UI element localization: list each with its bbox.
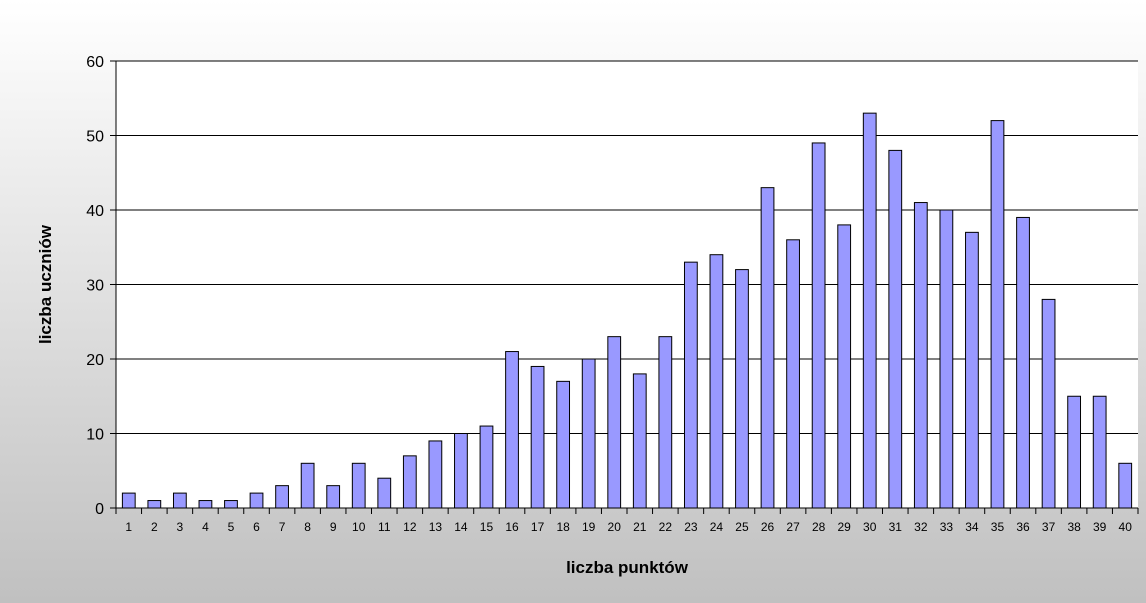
bars [121,112,1133,509]
x-tick-labels: 1 2 3 4 5 6 7 8 9 10 11 12 13 14 15 16 17 18 19 20 21 22 23 24 2… [125,520,1132,534]
x-tick-label: 36 [1016,520,1030,534]
bar [760,187,775,509]
bar [198,500,213,509]
x-tick-label: 22 [659,520,673,534]
x-tick-label: 2 [151,520,158,534]
y-tick-label: 10 [86,427,104,444]
bar [121,492,136,509]
x-tick-label: 35 [991,520,1005,534]
bar [351,462,366,509]
x-tick-label: 3 [177,520,184,534]
bar [990,120,1005,509]
y-tick-labels: 0 10 20 30 40 50 60 [86,54,104,518]
x-tick-label: 34 [965,520,979,534]
x-tick-label: 17 [531,520,545,534]
x-tick-label: 25 [735,520,749,534]
x-tick-label: 26 [761,520,775,534]
bar [683,261,698,509]
bar [1041,298,1056,509]
y-axis-title: liczba uczniów [36,224,55,344]
bar [786,239,800,509]
bar [939,209,954,509]
x-tick-label: 24 [710,520,724,534]
bar [454,433,468,509]
bar [556,380,571,509]
x-tick-label: 1 [125,520,132,534]
bar [965,231,979,509]
x-tick-label: 40 [1119,520,1133,534]
y-tick-label: 0 [95,501,104,518]
x-tick-label: 11 [378,520,391,534]
x-tick-label: 39 [1093,520,1107,534]
x-tick-label: 27 [786,520,800,534]
bar [300,462,315,509]
bar [581,358,596,509]
bar [862,112,877,509]
y-tick-label: 40 [86,203,104,220]
y-tick-label: 30 [86,278,104,295]
x-tick-label: 6 [253,520,260,534]
bar [147,500,162,509]
x-tick-label: 5 [228,520,235,534]
x-tick-label: 21 [633,520,647,534]
x-tick-label: 38 [1067,520,1081,534]
x-tick-label: 10 [352,520,366,534]
bar [1118,462,1133,509]
bar [530,365,545,509]
bar [224,500,238,509]
x-tick-label: 15 [480,520,494,534]
bar [888,149,903,509]
bar [913,202,928,509]
bar [249,492,264,509]
x-tick-label: 16 [505,520,519,534]
x-tick-label: 7 [279,520,286,534]
x-tick-label: 32 [914,520,928,534]
x-tick-label: 28 [812,520,826,534]
bar [505,351,519,509]
bar [735,269,749,509]
bar [402,455,417,509]
bar [275,485,289,509]
x-tick-label: 23 [684,520,698,534]
bar [607,336,622,509]
bar [1092,395,1107,509]
axes [110,60,1139,514]
x-tick-label: 19 [582,520,596,534]
bar [811,142,826,509]
bar [428,440,443,509]
x-tick-label: 9 [330,520,337,534]
bar [658,336,673,509]
x-tick-label: 29 [837,520,851,534]
bar [377,477,392,509]
x-tick-label: 33 [940,520,954,534]
x-tick-label: 31 [889,520,903,534]
bar [709,254,724,509]
y-tick-label: 20 [86,352,104,369]
x-axis-title: liczba punktów [566,558,689,577]
bar [632,373,647,509]
bar [1067,395,1082,509]
x-tick-label: 8 [304,520,311,534]
x-tick-label: 13 [429,520,443,534]
x-tick-label: 20 [608,520,622,534]
x-tick-label: 12 [403,520,417,534]
y-tick-label: 60 [86,54,104,71]
y-tick-label: 50 [86,129,104,146]
x-tick-label: 14 [454,520,468,534]
x-tick-label: 37 [1042,520,1056,534]
x-tick-label: 4 [202,520,209,534]
bar [1016,216,1030,509]
bar [326,485,341,509]
bar [172,492,187,509]
x-tick-label: 18 [556,520,570,534]
x-tick-label: 30 [863,520,877,534]
bar [837,224,852,509]
bar [479,425,494,509]
